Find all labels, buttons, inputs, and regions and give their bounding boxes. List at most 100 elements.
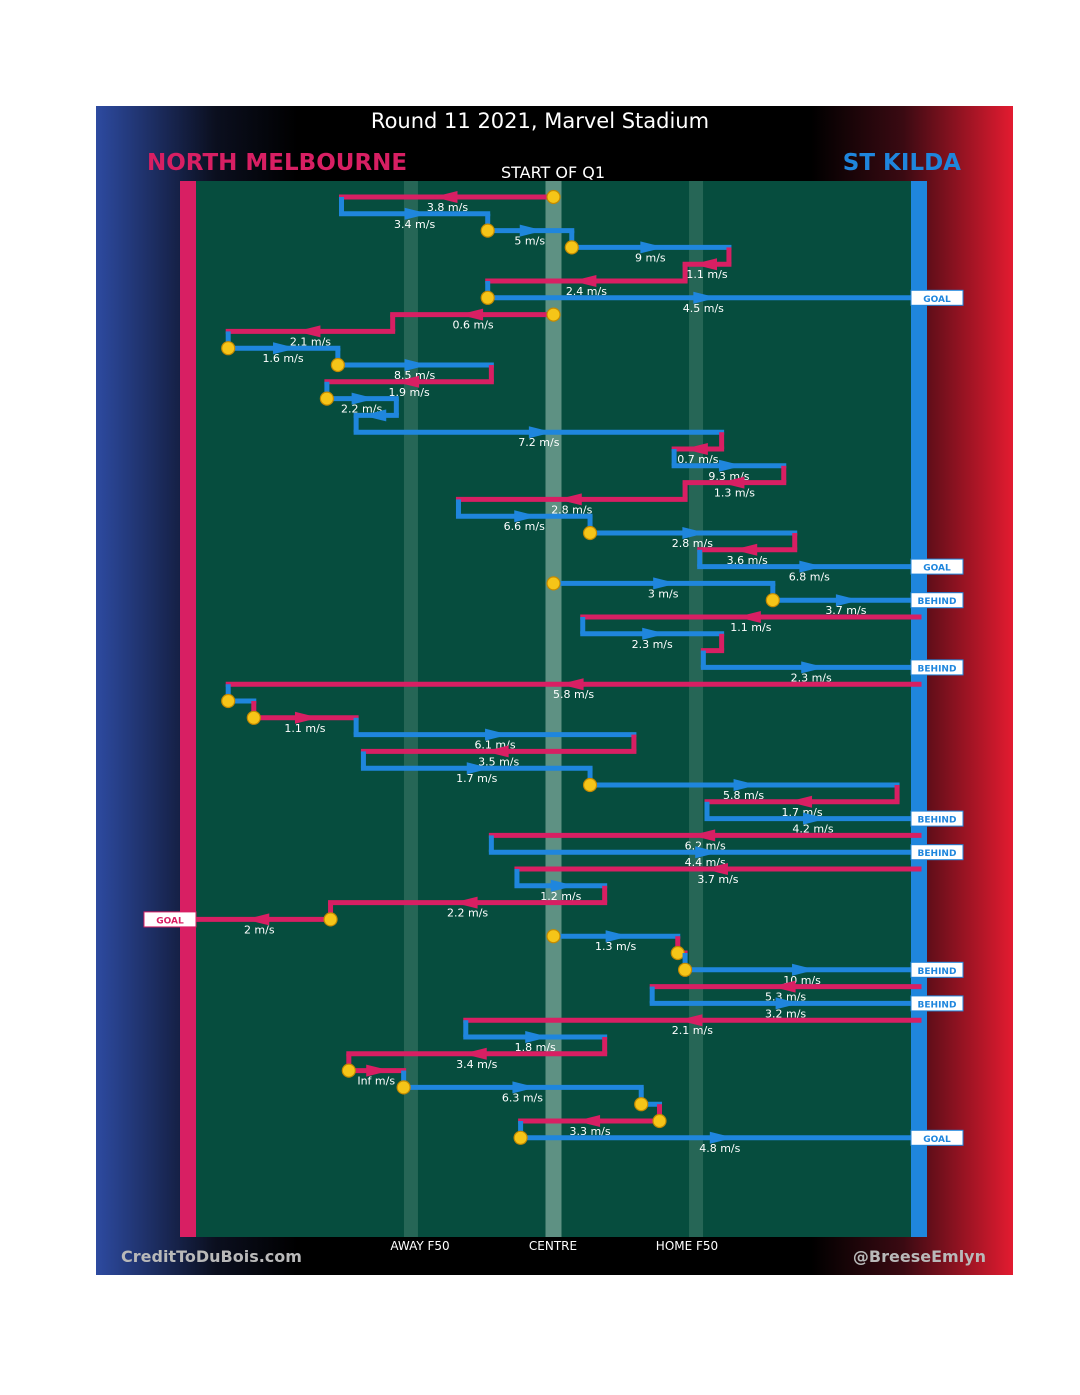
speed-label: 1.1 m/s xyxy=(284,722,325,735)
speed-label: 3.7 m/s xyxy=(697,873,738,886)
direction-arrow xyxy=(557,493,582,506)
direction-arrow xyxy=(693,291,718,304)
direction-arrow xyxy=(485,728,510,741)
ball-marker xyxy=(652,1113,667,1129)
credit-left: CreditToDuBois.com xyxy=(121,1247,302,1266)
ball-marker xyxy=(246,710,261,725)
ball-marker xyxy=(221,341,236,356)
speed-label: 6.8 m/s xyxy=(789,571,830,584)
direction-arrow xyxy=(691,829,716,842)
direction-arrow xyxy=(695,846,720,859)
speed-label: 3.6 m/s xyxy=(727,554,768,567)
speed-label: 3.4 m/s xyxy=(394,218,435,231)
result-badge xyxy=(910,961,964,978)
ball-marker xyxy=(480,290,495,305)
direction-arrow xyxy=(550,879,575,892)
speed-label: 3.7 m/s xyxy=(825,604,866,617)
speed-label: 2.3 m/s xyxy=(632,638,673,651)
centre-line xyxy=(545,181,562,1237)
x-tick-centre: CENTRE xyxy=(528,1239,578,1253)
direction-arrow xyxy=(519,224,544,237)
ball-marker xyxy=(513,1130,528,1145)
speed-label: 1.3 m/s xyxy=(595,940,636,953)
speed-label: 2.1 m/s xyxy=(290,335,331,348)
speed-label: 4.2 m/s xyxy=(792,823,833,836)
speed-label: 3.3 m/s xyxy=(569,1125,610,1138)
north-goal-bar xyxy=(180,181,196,1237)
ball-marker xyxy=(480,223,495,238)
ball-marker xyxy=(582,777,598,793)
direction-arrow xyxy=(733,779,758,791)
speed-label: 3.2 m/s xyxy=(765,1007,806,1020)
speed-label: 1.9 m/s xyxy=(389,386,430,399)
speed-label: 5.8 m/s xyxy=(723,789,764,802)
direction-arrow xyxy=(466,762,491,775)
result-label: GOAL xyxy=(923,295,951,305)
result-label: BEHIND xyxy=(918,849,957,859)
speed-label: 7.2 m/s xyxy=(518,436,559,449)
direction-arrow xyxy=(771,980,796,993)
direction-arrow xyxy=(605,930,630,943)
speed-label: 1.2 m/s xyxy=(540,890,581,903)
speed-label: 1.1 m/s xyxy=(730,621,771,634)
away-team-label: ST KILDA xyxy=(842,150,961,176)
speed-label: 6.2 m/s xyxy=(685,839,726,852)
speed-label: 2.3 m/s xyxy=(791,671,832,684)
speed-label: 1.3 m/s xyxy=(714,487,755,500)
speed-label: 4.5 m/s xyxy=(683,302,724,315)
result-badge xyxy=(910,289,964,306)
ball-marker xyxy=(221,693,236,709)
result-label: BEHIND xyxy=(918,1000,957,1010)
ball-marker xyxy=(670,945,685,961)
ball-marker xyxy=(634,1097,649,1112)
direction-arrow xyxy=(653,577,678,590)
speed-label: 2.1 m/s xyxy=(672,1024,713,1037)
speed-label: 4.4 m/s xyxy=(685,856,726,869)
direction-arrow xyxy=(572,275,597,287)
direction-arrow xyxy=(433,191,458,203)
direction-arrow xyxy=(642,627,667,640)
speed-label: 2.2 m/s xyxy=(341,403,382,416)
away-f50-line xyxy=(403,181,418,1237)
x-tick-home-f50: HOME F50 xyxy=(655,1239,719,1253)
direction-arrow xyxy=(273,342,298,355)
direction-arrow xyxy=(736,611,761,623)
ball-marker xyxy=(330,357,345,373)
direction-arrow xyxy=(683,443,708,455)
direction-arrow xyxy=(294,711,319,724)
direction-arrow xyxy=(462,1047,487,1060)
result-label: BEHIND xyxy=(918,967,957,977)
result-label: BEHIND xyxy=(918,664,957,674)
direction-arrow xyxy=(720,476,745,489)
ball-marker xyxy=(319,391,334,406)
x-tick-away-f50: AWAY F50 xyxy=(390,1239,450,1253)
speed-label: 6.6 m/s xyxy=(504,520,545,533)
direction-arrow xyxy=(514,510,539,523)
speed-label: 6.3 m/s xyxy=(502,1091,543,1104)
direction-arrow xyxy=(395,375,420,388)
direction-arrow xyxy=(682,527,707,539)
speed-label: 9 m/s xyxy=(635,251,666,264)
direction-arrow xyxy=(733,543,758,556)
speed-label: 2.4 m/s xyxy=(566,285,607,298)
result-label: GOAL xyxy=(923,1135,951,1145)
direction-arrow xyxy=(351,392,376,405)
speed-label: Inf m/s xyxy=(357,1075,395,1088)
result-badge xyxy=(910,844,964,861)
direction-arrow xyxy=(484,745,509,758)
result-badge xyxy=(910,558,964,575)
speed-label: 5.3 m/s xyxy=(765,991,806,1004)
stkilda-goal-bar xyxy=(911,181,927,1237)
speed-label: 8.5 m/s xyxy=(394,369,435,382)
direction-arrow xyxy=(799,560,824,573)
direction-arrow xyxy=(296,325,321,338)
ball-marker xyxy=(323,912,338,927)
direction-arrow xyxy=(453,896,478,909)
result-badge xyxy=(910,1129,964,1146)
speed-label: 3.8 m/s xyxy=(427,201,468,214)
result-badge xyxy=(910,592,964,609)
direction-arrow xyxy=(678,1014,703,1027)
direction-arrow xyxy=(718,459,743,472)
direction-arrow xyxy=(835,594,860,607)
